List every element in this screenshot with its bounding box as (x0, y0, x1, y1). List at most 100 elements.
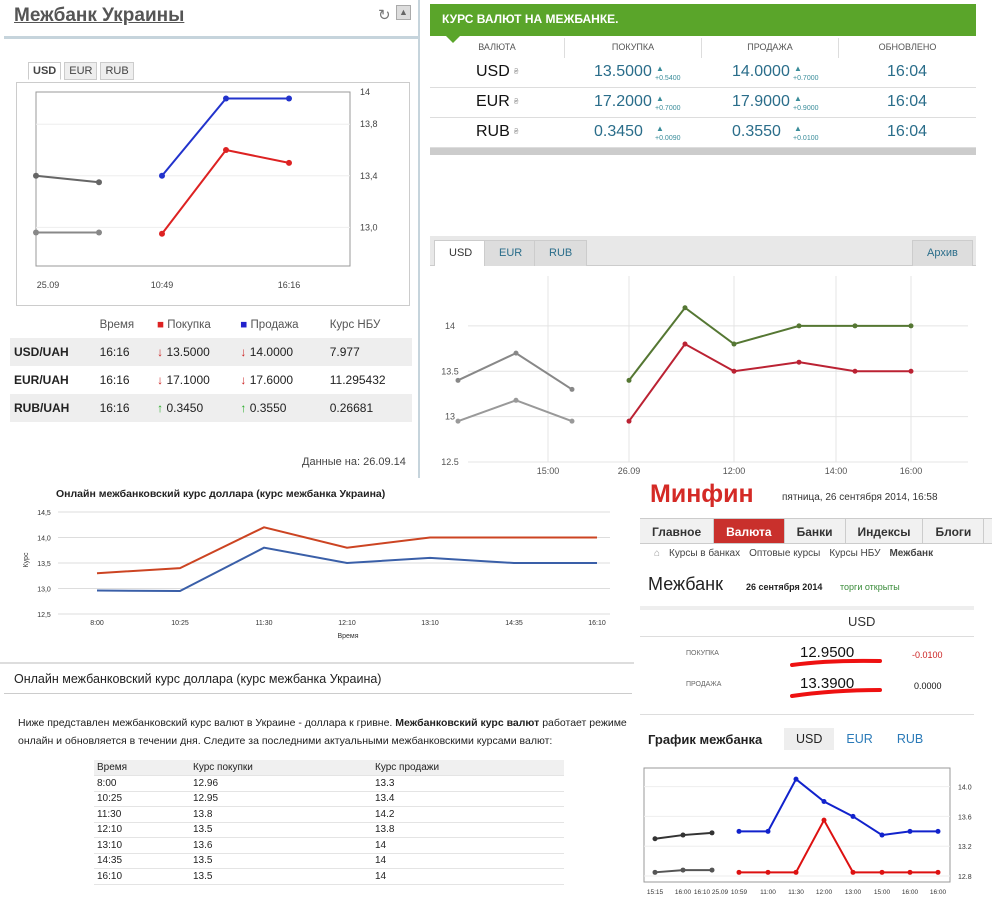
archive-button[interactable]: Архив (912, 240, 973, 266)
nav-banks[interactable]: Банки (785, 519, 846, 543)
data-point (455, 377, 461, 383)
tab-usd[interactable]: USD (784, 728, 835, 750)
col-nbu: Курс НБУ (329, 319, 381, 331)
data-point (159, 230, 165, 237)
sell-delta: +0.0100 (793, 135, 819, 142)
sell-label: ПРОДАЖА (686, 681, 722, 688)
updated-time: 16:04 (887, 123, 928, 140)
nav-main[interactable]: Главное (640, 519, 715, 543)
mezhbank-chart: 13,0 13,4 13,8 14 25.09 10:49 16:16 (33, 87, 378, 290)
refresh-icon[interactable]: ↻ (378, 7, 391, 24)
sub-mezhbank[interactable]: Межбанк (889, 548, 934, 559)
sub-nbu[interactable]: Курсы НБУ (829, 548, 881, 559)
tab-eur[interactable]: EUR (64, 62, 98, 80)
x-tick-label: 16:10 (588, 620, 606, 627)
tab-rub[interactable]: RUB (896, 732, 924, 746)
y-tick-label: 12.5 (441, 457, 459, 467)
table-cell: 14 (372, 837, 564, 854)
sub-rates-in-banks[interactable]: Курсы в банках (669, 548, 741, 559)
data-point (33, 229, 39, 236)
tab-usd[interactable]: USD (28, 62, 62, 80)
y-tick-label: 13 (445, 412, 455, 422)
nav-currency[interactable]: Валюта (714, 519, 785, 543)
chart-frame (16, 82, 410, 306)
rates-table: Время Курс покупки Курс продажи 8:00 12.9… (94, 760, 564, 885)
currency-sign-icon: ₴ (514, 97, 519, 106)
x-tick-label: 10:59 (731, 889, 748, 896)
x-tick-label: 10:49 (151, 280, 174, 290)
data-point (682, 305, 688, 311)
table-header: Время Курс покупки Курс продажи (94, 760, 564, 776)
online-chart: 12,5 13,0 13,5 14,0 14,5 8:00 10:25 11:30 12:10 1… (23, 510, 610, 640)
table-row: 16:10 13.5 14 (94, 868, 564, 885)
down-arrow-icon: ↓ (157, 345, 164, 359)
data-point (159, 172, 165, 179)
y-tick-label: 13,8 (360, 119, 378, 129)
nav-indexes[interactable]: Индексы (846, 519, 924, 543)
home-icon[interactable]: ⌂ (654, 548, 661, 559)
widget-title[interactable]: Межбанк Украины (14, 5, 185, 26)
table-cell: 13.5 (190, 868, 372, 885)
down-arrow-icon: ↓ (157, 373, 164, 387)
series-line-prev_buy (35, 174, 100, 184)
divider (0, 662, 634, 664)
series-line-sell (739, 777, 938, 837)
x-tick-label: 11:00 (760, 889, 776, 896)
series-line-buy (628, 342, 911, 422)
x-tick-label: 15:00 (537, 466, 560, 476)
collapse-icon[interactable]: ▲ (396, 5, 411, 20)
table-row: RUB ₴ 0.3450 ▲ +0.0090 0.3550 ▲ +0.0100 16:04 (430, 118, 976, 148)
online-text-widget: Онлайн межбанковский курс доллара (курс … (0, 660, 634, 902)
sub-wholesale[interactable]: Оптовые курсы (749, 548, 821, 559)
archive-widget: USD EUR RUB Архив 12.5 13 13.5 14 15:00 26.09… (430, 230, 976, 480)
y-tick-label: 13.6 (958, 814, 972, 821)
series-line-buy (96, 546, 597, 593)
data-point (709, 867, 715, 873)
tab-rub[interactable]: RUB (534, 240, 588, 266)
buy-change: -0.0100 (912, 650, 943, 660)
plot-area (643, 767, 951, 883)
data-point (736, 869, 742, 875)
y-tick-label: 13,4 (360, 171, 378, 181)
table-row: USD ₴ 13.5000 ▲ +0.5400 14.0000 ▲ +0.7000 16:04 (430, 58, 976, 88)
tab-eur[interactable]: EUR (484, 240, 538, 266)
divider (640, 714, 974, 715)
table-cell: 14 (372, 868, 564, 885)
tab-rub[interactable]: RUB (100, 62, 134, 80)
x-tick-label: 11:30 (256, 620, 273, 627)
updated-time: 16:04 (887, 93, 928, 110)
nav-blogs[interactable]: Блоги (923, 519, 985, 543)
y-tick-label: 14 (445, 321, 455, 331)
divider (640, 606, 974, 610)
data-point (680, 832, 686, 838)
divider (4, 693, 632, 694)
x-tick-label: 16:00 (675, 889, 692, 896)
data-point (223, 95, 229, 102)
tab-eur[interactable]: EUR (846, 732, 873, 746)
table-row: 13:10 13.6 14 (94, 837, 564, 854)
table-row: RUB/UAH 16:16 ↑ 0.3450 ↑ 0.3550 0.26681 (10, 394, 412, 422)
x-tick-label: 16:00 (930, 889, 947, 896)
data-point (796, 323, 802, 329)
header-date: пятница, 26 сентября 2014, 16:58 (782, 492, 938, 503)
table-row: EUR ₴ 17.2000 ▲ +0.7000 17.9000 ▲ +0.9000 16:04 (430, 88, 976, 118)
x-tick-label: 16:16 (278, 280, 301, 290)
data-point (736, 828, 742, 834)
underline-mark (790, 658, 882, 667)
table-cell: 10:25 (94, 791, 190, 807)
graph-tabs: USD EUR RUB (784, 728, 935, 750)
series-line-sell (96, 526, 597, 575)
buy-value: 12.9500 (800, 644, 855, 661)
minfin-logo[interactable]: Минфин (650, 480, 754, 508)
x-tick-label: 15:00 (874, 889, 891, 896)
divider (4, 36, 418, 39)
table-cell: 13.8 (372, 822, 564, 838)
data-point (793, 869, 799, 875)
rates-table: Время ■ Покупка ■ Продажа Курс НБУ USD/U… (10, 312, 412, 422)
x-axis-label: Время (337, 633, 358, 640)
data-point (731, 341, 737, 347)
x-tick-label: 12:00 (816, 889, 833, 896)
x-tick-label: 12:10 (338, 620, 356, 627)
y-tick-label: 14,0 (37, 536, 51, 543)
tab-usd[interactable]: USD (434, 240, 488, 266)
